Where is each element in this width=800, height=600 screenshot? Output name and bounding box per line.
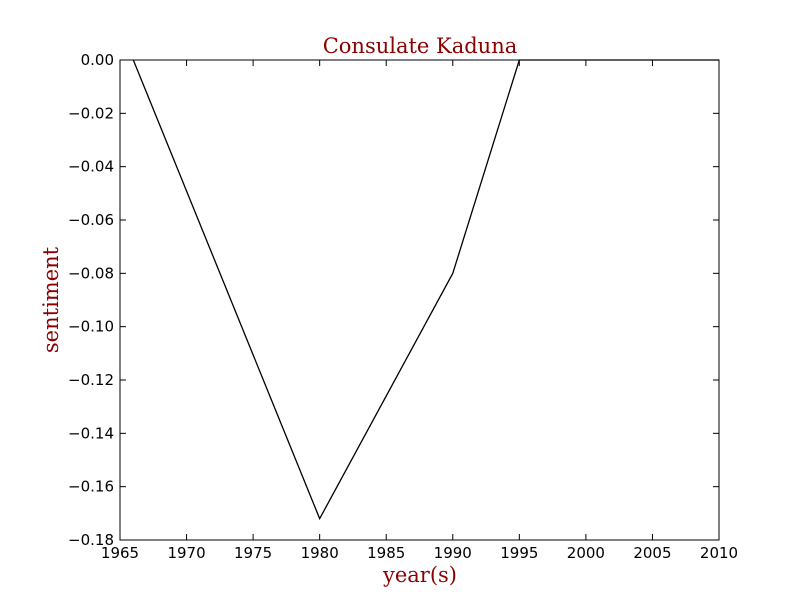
y-tick-label: −0.14 (68, 424, 114, 442)
x-tick-label: 1985 (367, 544, 405, 562)
y-tick-label: −0.10 (68, 318, 114, 336)
y-axis-label: sentiment (39, 246, 63, 353)
y-tick-label: −0.08 (68, 264, 114, 282)
x-tick-label: 2000 (567, 544, 605, 562)
x-tick-label: 1965 (101, 544, 139, 562)
x-tick-label: 2010 (700, 544, 738, 562)
series-layer (132, 59, 719, 521)
x-tick-label: 1970 (167, 544, 205, 562)
x-tick-label: 1995 (500, 544, 538, 562)
y-tick-label: −0.12 (68, 371, 114, 389)
series-line-0 (132, 59, 719, 521)
y-tick-label: −0.18 (68, 531, 114, 549)
x-tick-label: 2005 (633, 544, 671, 562)
y-tick-label: −0.06 (68, 211, 114, 229)
x-axis-label: year(s) (382, 563, 457, 587)
plot-frame (119, 59, 720, 541)
y-tick-label: −0.04 (68, 158, 114, 176)
chart-title: Consulate Kaduna (323, 34, 518, 58)
y-tick-label: −0.16 (68, 478, 114, 496)
x-tick-label: 1975 (234, 544, 272, 562)
x-tick-label: 1990 (434, 544, 472, 562)
ticks-layer: 1965 1970 1975 1980 1985 1990 1995 2000 2005 2010… (68, 51, 738, 562)
y-tick-label: −0.02 (68, 104, 114, 122)
y-tick-label: 0.00 (81, 51, 114, 69)
x-tick-label: 1980 (301, 544, 339, 562)
